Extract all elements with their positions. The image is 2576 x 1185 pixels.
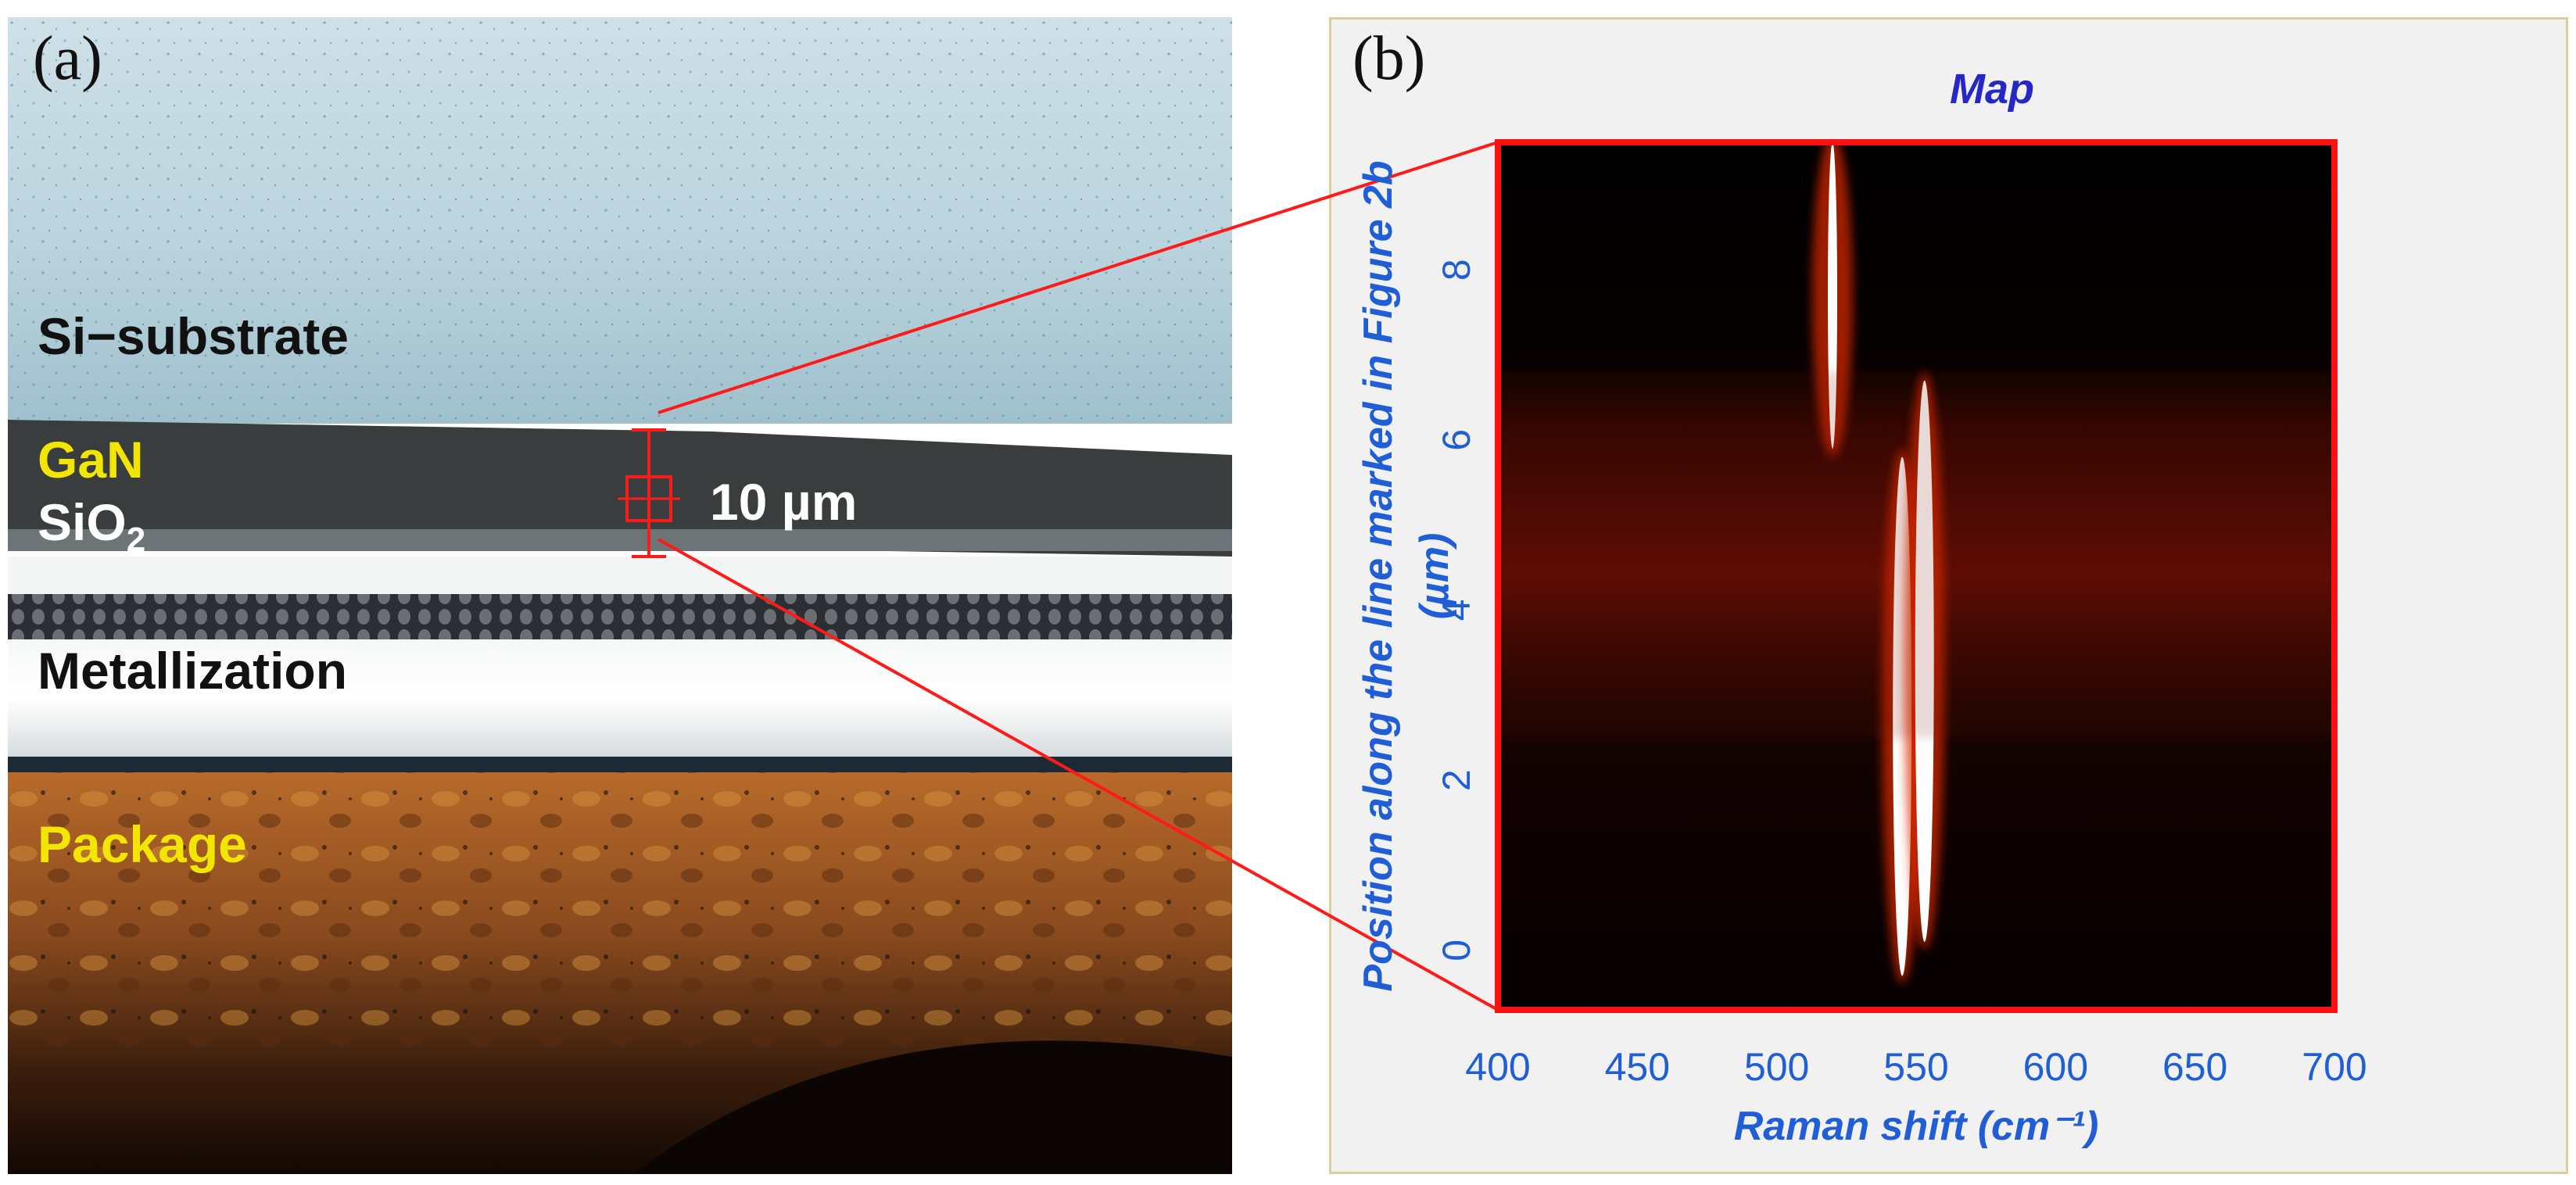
panel-b-letter: (b) bbox=[1352, 24, 1426, 93]
gan-label: GaN bbox=[38, 431, 144, 489]
package-label: Package bbox=[38, 815, 247, 873]
micrograph-panel: Si−substrate GaN SiO2 10 µm Metallizatio… bbox=[8, 17, 1232, 1174]
micrograph-image bbox=[8, 17, 1232, 1174]
scale-bar-label: 10 µm bbox=[710, 473, 858, 531]
sio2-label-text: SiO bbox=[38, 493, 127, 551]
metallization-label: Metallization bbox=[38, 642, 348, 700]
si-substrate-label: Si−substrate bbox=[38, 307, 349, 365]
chart-panel bbox=[1329, 17, 2568, 1174]
sio2-subscript: 2 bbox=[126, 521, 146, 560]
panel-a-letter: (a) bbox=[33, 24, 102, 93]
sio2-label: SiO2 bbox=[38, 492, 145, 560]
